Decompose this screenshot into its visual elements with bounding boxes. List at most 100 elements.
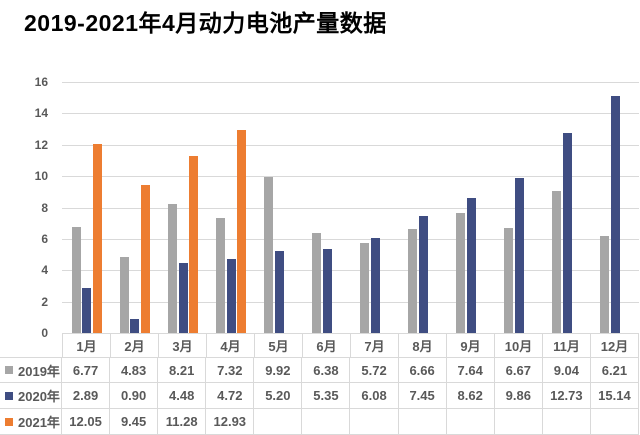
table-value-2021年-6月 xyxy=(302,409,351,435)
table-value-2021年-9月 xyxy=(446,409,495,435)
table-value-2021年-3月: 11.28 xyxy=(158,409,207,435)
x-axis-label-5月: 5月 xyxy=(254,333,302,357)
x-axis-label-4月: 4月 xyxy=(206,333,254,357)
bar-2020年-3月 xyxy=(178,262,188,333)
table-value-2020年-8月: 7.45 xyxy=(398,383,447,409)
bar-2021年-1月 xyxy=(93,144,103,333)
bar-2019年-4月 xyxy=(215,218,225,333)
bar-2019年-9月 xyxy=(456,213,466,333)
bar-2020年-2月 xyxy=(130,318,140,333)
gridline xyxy=(62,270,639,272)
table-value-2019年-9月: 7.64 xyxy=(446,357,495,383)
bar-2019年-7月 xyxy=(360,243,369,333)
bar-2019年-11月 xyxy=(552,191,562,333)
bar-2020年-6月 xyxy=(322,249,332,333)
bar-2019年-8月 xyxy=(408,228,418,333)
x-axis-label-12月: 12月 xyxy=(590,333,639,357)
table-value-2019年-4月: 7.32 xyxy=(206,357,255,383)
table-value-2021年-12月 xyxy=(590,409,639,435)
x-axis-label-8月: 8月 xyxy=(398,333,446,357)
table-value-2020年-10月: 9.86 xyxy=(494,383,543,409)
legend-swatch-2021年 xyxy=(5,417,13,426)
plot-area xyxy=(62,82,639,334)
legend-label: 2020年 xyxy=(18,389,60,404)
table-value-2020年-4月: 4.72 xyxy=(206,383,255,409)
x-axis-label-3月: 3月 xyxy=(158,333,206,357)
gridline xyxy=(62,144,639,146)
table-value-2019年-2月: 4.83 xyxy=(110,357,159,383)
table-value-2021年-2月: 9.45 xyxy=(110,409,159,435)
table-value-2019年-5月: 9.92 xyxy=(254,357,303,383)
table-value-2021年-10月 xyxy=(494,409,543,435)
gridline xyxy=(62,207,639,209)
table-value-2021年-1月: 12.05 xyxy=(62,409,111,435)
legend-swatch-2019年 xyxy=(5,366,13,374)
gridline xyxy=(62,238,639,240)
table-value-2021年-4月: 12.93 xyxy=(206,409,255,435)
table-value-2021年-7月 xyxy=(350,409,399,435)
y-axis-tick-label: 2 xyxy=(41,294,48,309)
bar-2020年-11月 xyxy=(563,133,573,333)
bar-2019年-1月 xyxy=(71,226,81,333)
table-value-2019年-11月: 9.04 xyxy=(542,357,591,383)
table-value-2019年-10月: 6.67 xyxy=(494,357,543,383)
bar-2019年-10月 xyxy=(504,228,514,333)
table-value-2020年-2月: 0.90 xyxy=(110,383,159,409)
x-axis-label-11月: 11月 xyxy=(542,333,590,357)
data-table: 2019年 6.77 4.83 8.21 7.32 9.92 6.38 5.72 6.66 7.6… xyxy=(0,357,639,435)
gridline xyxy=(62,113,639,115)
x-axis-label-10月: 10月 xyxy=(494,333,542,357)
chart-title: 2019-2021年4月动力电池产量数据 xyxy=(24,10,387,36)
table-value-2020年-5月: 5.20 xyxy=(254,383,303,409)
legend-2019年: 2019年 xyxy=(0,357,62,383)
bar-2019年-6月 xyxy=(311,232,321,333)
bar-2021年-3月 xyxy=(189,156,199,333)
gridline xyxy=(62,301,639,303)
y-axis-tick-label: 10 xyxy=(34,169,48,184)
y-axis-tick-label: 4 xyxy=(41,263,48,278)
bar-2020年-4月 xyxy=(226,259,236,333)
table-value-2020年-1月: 2.89 xyxy=(62,383,111,409)
gridline xyxy=(62,176,639,178)
bar-2019年-2月 xyxy=(119,257,129,333)
y-axis-tick-label: 16 xyxy=(34,75,48,89)
x-axis-label-1月: 1月 xyxy=(62,333,110,357)
legend-2021年: 2021年 xyxy=(0,409,62,435)
table-value-2019年-3月: 8.21 xyxy=(158,357,207,383)
bar-2021年-4月 xyxy=(237,130,247,333)
bar-2019年-3月 xyxy=(167,204,177,333)
y-axis-tick-label: 0 xyxy=(41,326,48,340)
table-value-2021年-11月 xyxy=(542,409,591,435)
legend-label: 2019年 xyxy=(18,363,60,379)
table-value-2020年-6月: 5.35 xyxy=(302,383,351,409)
table-value-2020年-7月: 6.08 xyxy=(350,383,399,409)
y-axis-tick-label: 14 xyxy=(34,106,48,121)
x-axis-label-9月: 9月 xyxy=(446,333,494,357)
bar-2020年-7月 xyxy=(370,237,380,333)
table-value-2020年-9月: 8.62 xyxy=(446,383,495,409)
x-axis-label-7月: 7月 xyxy=(350,333,398,357)
table-value-2020年-3月: 4.48 xyxy=(158,383,207,409)
bar-2020年-1月 xyxy=(82,287,92,333)
table-value-2021年-8月 xyxy=(398,409,447,435)
legend-swatch-2020年 xyxy=(5,391,13,400)
bar-2020年-5月 xyxy=(274,251,284,333)
bar-2020年-12月 xyxy=(611,95,621,333)
table-value-2019年-1月: 6.77 xyxy=(62,357,111,383)
table-value-2019年-8月: 6.66 xyxy=(398,357,447,383)
table-value-2019年-12月: 6.21 xyxy=(590,357,639,383)
x-axis: 1月 2月 3月 4月 5月 6月 7月 8月 9月 10月 11月 12月 xyxy=(62,333,639,357)
y-axis-tick-label: 12 xyxy=(34,137,48,152)
x-axis-label-6月: 6月 xyxy=(302,333,350,357)
bar-2020年-10月 xyxy=(515,178,525,333)
table-value-2020年-11月: 12.73 xyxy=(542,383,591,409)
bar-2020年-9月 xyxy=(467,197,476,333)
legend-2020年: 2020年 xyxy=(0,383,62,409)
y-axis-tick-label: 8 xyxy=(41,200,48,215)
bar-2019年-5月 xyxy=(263,177,273,333)
table-value-2019年-7月: 5.72 xyxy=(350,357,399,383)
bar-2019年-12月 xyxy=(600,235,610,333)
table-value-2021年-5月 xyxy=(254,409,303,435)
legend-label: 2021年 xyxy=(18,415,60,430)
bar-2020年-8月 xyxy=(418,216,428,333)
